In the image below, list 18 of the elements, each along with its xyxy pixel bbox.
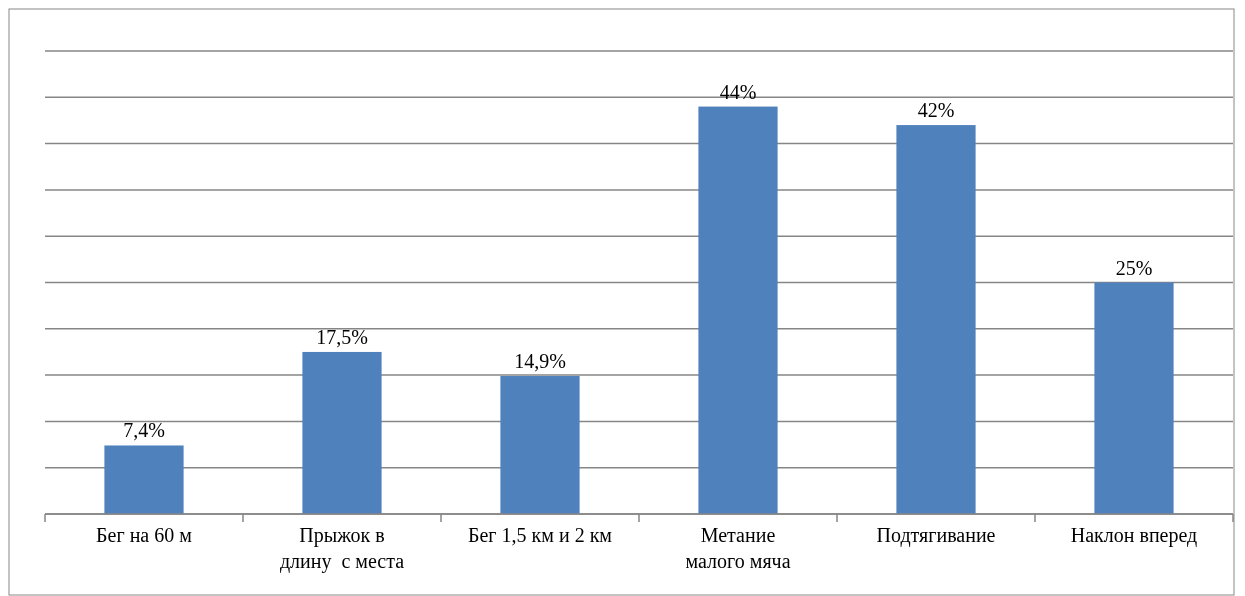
bar xyxy=(1094,282,1174,514)
data-label: 42% xyxy=(917,99,955,122)
bar xyxy=(500,376,580,514)
data-label: 44% xyxy=(719,80,757,103)
x-tick-label: Наклон вперед xyxy=(1070,524,1198,547)
bar xyxy=(896,125,976,514)
bar xyxy=(698,106,778,514)
bar xyxy=(104,445,184,514)
data-label: 14,9% xyxy=(514,350,566,373)
data-label: 17,5% xyxy=(316,325,368,348)
bar xyxy=(302,351,382,514)
x-tick-label: Подтягивание xyxy=(876,524,996,547)
x-tick-label: Бег 1,5 км и 2 км xyxy=(467,524,613,546)
data-label: 7,4% xyxy=(123,419,165,442)
data-label: 25% xyxy=(1115,256,1153,279)
x-tick-label: Метание малого мяча xyxy=(685,524,791,572)
x-tick-label: Прыжок в длину с места xyxy=(279,524,405,573)
x-tick-label: Бег на 60 м xyxy=(96,524,193,546)
